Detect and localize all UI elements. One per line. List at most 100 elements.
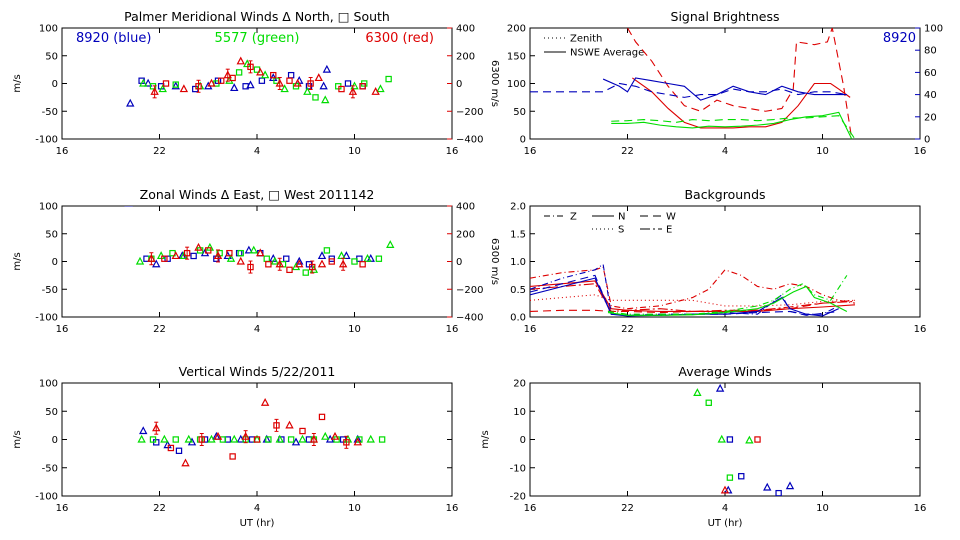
data-point-5577	[184, 434, 193, 443]
y-axis-label: m/s	[12, 430, 23, 448]
x-tick-label: 4	[722, 324, 728, 335]
data-point-6300	[299, 427, 306, 435]
data-point-8920	[175, 447, 183, 455]
data-point-6300	[286, 266, 293, 274]
x-tick-label: 10	[816, 503, 829, 514]
y-tick-label: 0	[520, 135, 526, 146]
legend-label: W	[666, 212, 676, 223]
series-line-s-o6300	[530, 294, 856, 307]
series-line-z-o8920	[530, 263, 840, 316]
data-point-8920	[715, 383, 725, 392]
data-point-6300	[371, 87, 380, 95]
data-point-6300	[236, 256, 245, 265]
data-point-5577	[237, 249, 244, 257]
data-point-5577	[378, 436, 386, 443]
right-tick-label: 60	[924, 68, 937, 79]
x-tick-label: 16	[524, 324, 537, 335]
y-tick-label: 150	[507, 51, 526, 62]
data-point-8920	[322, 64, 332, 73]
right-tick-label: −400	[456, 313, 483, 324]
x-tick-label: 16	[446, 503, 459, 514]
data-point-8920	[738, 473, 745, 480]
data-point-8920	[763, 482, 772, 491]
data-point-5577	[351, 258, 358, 265]
x-tick-label: 16	[56, 324, 69, 335]
panel-annotation: 6300 (red)	[365, 31, 434, 46]
data-point-5577	[207, 434, 216, 443]
plot-frame	[61, 205, 453, 318]
y-tick-label: 10	[513, 407, 526, 418]
x-tick-label: 10	[816, 324, 829, 335]
right-tick-label: 80	[924, 46, 937, 57]
x-tick-label: 4	[722, 146, 728, 157]
data-point-5577	[693, 388, 702, 396]
data-point-6300	[181, 458, 190, 467]
x-axis-label: UT (hr)	[240, 518, 275, 529]
series-line-n-o6300	[530, 280, 856, 313]
series-line-nswe-average-o8920	[602, 77, 847, 101]
y-tick-label: 0.5	[510, 285, 526, 296]
data-point-8920	[775, 489, 782, 496]
data-point-5577	[205, 242, 215, 251]
x-tick-label: 4	[254, 324, 260, 335]
data-point-8920	[143, 78, 153, 87]
right-tick-label: 200	[456, 229, 475, 240]
series-group	[693, 383, 795, 496]
y-tick-label: 1.5	[510, 229, 526, 240]
right-axis-label: 6300 m/s	[489, 238, 500, 285]
panel-annotation: 8920 (blue)	[76, 31, 151, 46]
data-point-6300	[253, 436, 261, 443]
data-point-5577	[366, 434, 375, 443]
data-point-8920	[317, 251, 327, 260]
data-point-6300	[205, 247, 212, 254]
data-point-6300	[171, 251, 180, 260]
data-point-8920	[126, 98, 135, 107]
data-point-5577	[363, 253, 372, 262]
data-point-5577	[137, 434, 146, 443]
y-tick-label: 50	[45, 51, 58, 62]
data-point-8920	[164, 255, 171, 262]
data-point-8920	[785, 481, 795, 490]
chart-title: Backgrounds	[684, 187, 765, 202]
chart-title: Vertical Winds 5/22/2011	[179, 364, 336, 379]
y-tick-label: -50	[42, 463, 58, 474]
data-point-6300	[286, 77, 293, 84]
x-tick-label: 22	[621, 503, 634, 514]
right-tick-label: 20	[924, 112, 937, 123]
x-tick-label: 16	[446, 324, 459, 335]
data-point-5577	[337, 251, 346, 260]
x-tick-label: 16	[446, 146, 459, 157]
data-point-6300	[162, 80, 170, 87]
data-point-8920	[287, 71, 295, 79]
data-point-6300	[218, 77, 225, 84]
y-tick-label: 200	[507, 24, 526, 35]
legend-label: Z	[570, 212, 577, 223]
legend-label: S	[618, 225, 624, 236]
data-point-5577	[312, 94, 319, 101]
data-point-5577	[275, 434, 284, 443]
y-tick-label: -100	[35, 492, 58, 503]
data-point-6300	[194, 242, 203, 251]
data-point-5577	[375, 255, 383, 262]
data-point-6300	[167, 444, 175, 452]
x-tick-label: 4	[722, 503, 728, 514]
data-point-5577	[287, 436, 295, 443]
plot-frame	[529, 205, 921, 318]
panel-meridional-winds: Palmer Meridional Winds Δ North, □ South…	[12, 9, 500, 157]
data-point-6300	[161, 255, 168, 262]
data-point-6300	[270, 71, 277, 79]
data-point-6300	[295, 259, 304, 268]
x-tick-label: 10	[816, 146, 829, 157]
data-point-6300	[213, 431, 223, 440]
right-tick-label: 400	[456, 202, 475, 213]
x-tick-label: 10	[348, 146, 361, 157]
data-point-6300	[353, 437, 362, 446]
data-point-5577	[149, 436, 157, 443]
x-tick-label: 16	[914, 146, 927, 157]
data-point-5577	[726, 474, 734, 481]
data-point-6300	[265, 261, 272, 268]
data-point-6300	[229, 74, 236, 82]
series-group	[530, 28, 856, 139]
legend-label: NSWE Average	[570, 48, 644, 59]
